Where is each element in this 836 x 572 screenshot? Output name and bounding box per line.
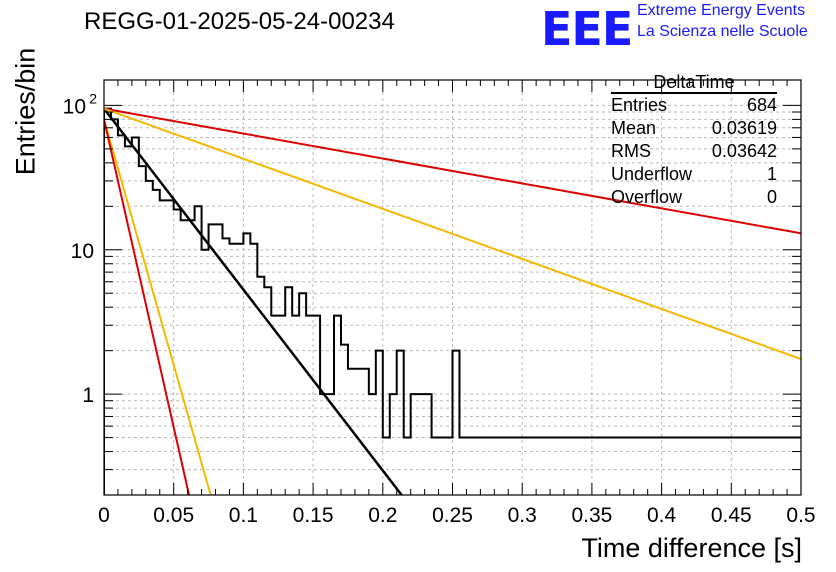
stats-row: Underflow 1 [611, 163, 777, 186]
stats-row: Overflow 0 [611, 186, 777, 209]
x-tick-label: 0.25 [432, 504, 473, 527]
stats-label: Underflow [611, 164, 693, 184]
x-tick-label: 0.35 [571, 504, 612, 527]
x-tick-label: 0.3 [508, 504, 537, 527]
x-tick-label: 0.5 [786, 504, 815, 527]
stats-label: Mean [611, 118, 657, 138]
stats-value: 0.03642 [711, 141, 777, 161]
stats-label: Entries [611, 95, 668, 115]
orange-fit-curve [104, 107, 801, 360]
stats-name: DeltaTime [611, 72, 777, 94]
stats-row: Mean 0.03619 [611, 117, 777, 140]
stats-value: 0.03619 [711, 118, 777, 138]
stats-box: DeltaTime Entries 684 Mean 0.03619 RMS 0.03… [611, 72, 777, 209]
x-tick-label: 0.45 [711, 504, 752, 527]
x-tick-label: 0 [98, 504, 110, 527]
x-tick-label: 0.1 [229, 504, 258, 527]
y-tick-label: 10 [71, 240, 94, 263]
black-fit-curve [104, 107, 403, 495]
curves-layer [104, 107, 801, 495]
x-tick-label: 0.05 [153, 504, 194, 527]
y-tick-label: 1 [82, 384, 94, 407]
x-tick-label: 0.2 [368, 504, 397, 527]
stats-value: 1 [766, 164, 777, 184]
y-tick-exponent: 2 [89, 90, 97, 106]
stats-value: 684 [746, 95, 777, 115]
org-name-line2: La Scienza nelle Scuole [637, 23, 808, 40]
orange-fit-curve [104, 119, 212, 495]
y-axis-label: Entries/bin [10, 47, 41, 176]
tick-layer: 0 0.05 0.1 0.15 0.2 0.25 0.3 0.35 0.4 0.45 0.51101… [63, 90, 816, 527]
red-fit-curve [104, 107, 801, 235]
eee-logo: EEE [541, 2, 633, 56]
stats-label: Overflow [611, 187, 683, 207]
y-tick-label: 10 [63, 95, 86, 118]
chart-title: REGG-01-2025-05-24-00234 [84, 8, 395, 35]
axes-layer [103, 79, 802, 496]
org-name-line1: Extreme Energy Events [637, 2, 806, 19]
stats-label: RMS [611, 141, 651, 161]
stats-row: Entries 684 [611, 94, 777, 117]
x-tick-label: 0.15 [293, 504, 334, 527]
red-fit-curve [104, 119, 191, 495]
stats-row: RMS 0.03642 [611, 140, 777, 163]
x-tick-label: 0.4 [647, 504, 677, 527]
x-axis-label: Time difference [s] [581, 533, 802, 563]
stats-value: 0 [766, 187, 777, 207]
